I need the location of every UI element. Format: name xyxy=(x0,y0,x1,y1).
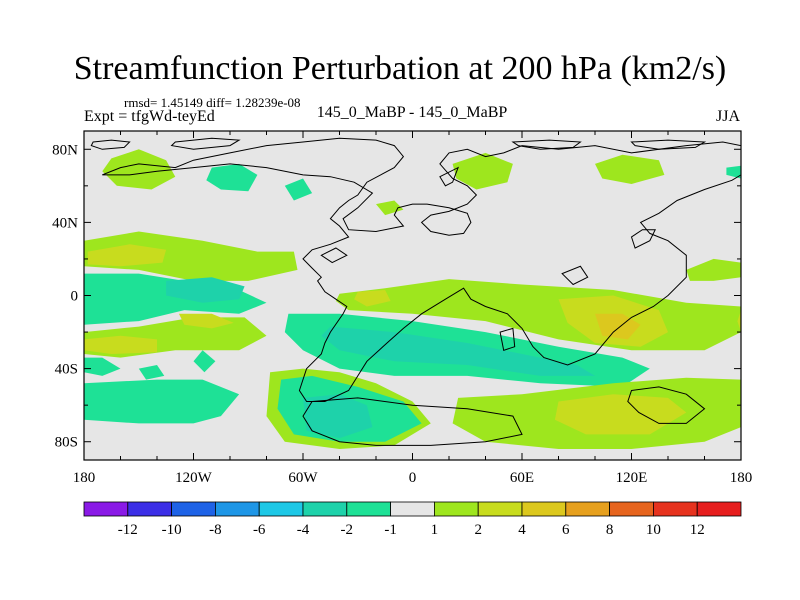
y-tick-label: 80N xyxy=(52,142,78,158)
colorbar-box xyxy=(653,501,698,517)
colorbar-box xyxy=(696,501,742,517)
colorbar-box xyxy=(258,501,304,517)
colorbar-label: -4 xyxy=(297,522,310,538)
stats-label: rmsd= 1.45149 diff= 1.28239e-08 xyxy=(124,95,301,110)
colorbar-label: 4 xyxy=(518,522,526,538)
coastline-0 xyxy=(102,137,742,402)
colorbar-box xyxy=(346,501,391,517)
coastline-1 xyxy=(90,139,131,150)
contour-region-7 xyxy=(84,231,298,281)
y-tick-label: 0 xyxy=(71,289,79,305)
y-tick-label: 40S xyxy=(55,362,78,378)
season-label: JJA xyxy=(716,108,741,125)
x-tick-label: 60W xyxy=(288,470,318,486)
contour-region-30 xyxy=(737,310,741,333)
x-tick-label: 0 xyxy=(409,470,417,486)
contour-region-13 xyxy=(178,313,234,329)
x-tick-label: 120E xyxy=(616,470,648,486)
y-tick-label: 40N xyxy=(52,215,78,231)
colorbar-label: -12 xyxy=(118,522,138,538)
coastline-6 xyxy=(627,386,706,424)
colorbar-label: -6 xyxy=(253,522,266,538)
contour-region-29 xyxy=(554,394,687,435)
contour-region-24 xyxy=(138,365,165,380)
contour-region-0 xyxy=(102,149,176,190)
x-tick-label: 180 xyxy=(730,470,753,486)
colorbar-label: -1 xyxy=(384,522,397,538)
contour-region-14 xyxy=(84,357,121,376)
contour-region-20 xyxy=(686,258,741,281)
x-tick-label: 60E xyxy=(510,470,534,486)
colorbar-box xyxy=(609,501,654,517)
contour-region-17 xyxy=(354,290,391,307)
y-tick-label: 80S xyxy=(55,435,78,451)
contour-region-9 xyxy=(84,273,267,325)
chart-title: Streamfunction Perturbation at 200 hPa (… xyxy=(73,50,727,87)
colorbar-box xyxy=(302,501,348,517)
colorbar-box xyxy=(214,501,260,517)
coastline-4 xyxy=(630,139,707,150)
contour-region-6 xyxy=(726,165,741,179)
colorbar-label: -10 xyxy=(162,522,182,538)
contour-region-19 xyxy=(595,313,641,340)
coastline-2 xyxy=(170,137,241,150)
coastline-7 xyxy=(630,229,657,249)
x-tick-label: 120W xyxy=(175,470,213,486)
contour-region-12 xyxy=(84,335,157,354)
colorbar-label: 6 xyxy=(562,522,570,538)
contour-region-22 xyxy=(321,326,595,376)
contour-region-5 xyxy=(595,154,665,184)
coastline-8 xyxy=(439,166,460,187)
colorbar-label: 12 xyxy=(690,522,705,538)
colorbar-box xyxy=(477,501,523,517)
colorbar-box xyxy=(171,501,216,517)
contour-region-4 xyxy=(452,152,513,190)
coastline-5 xyxy=(302,397,523,446)
colorbar-box xyxy=(83,501,129,517)
colorbar-label: -2 xyxy=(341,522,354,538)
coastline-11 xyxy=(499,327,516,351)
colorbar-label: -8 xyxy=(209,522,222,538)
x-tick-label: 180 xyxy=(73,470,96,486)
colorbar-label: 8 xyxy=(606,522,614,538)
contour-region-10 xyxy=(166,277,245,303)
coastline-3 xyxy=(511,139,582,150)
coastline-9 xyxy=(320,247,348,264)
colorbar-box xyxy=(127,501,173,517)
coastline-10 xyxy=(561,265,589,286)
colorbar-label: 10 xyxy=(646,522,661,538)
contour-region-15 xyxy=(84,379,240,424)
experiment-label: Expt = tfgWd-teyEd xyxy=(84,108,215,125)
colorbar-label: 2 xyxy=(474,522,482,538)
colorbar-box xyxy=(433,501,479,517)
contour-region-1 xyxy=(206,163,258,192)
colorbar-label: 1 xyxy=(431,522,439,538)
contour-region-23 xyxy=(193,350,216,373)
colorbar-box xyxy=(521,501,567,517)
colorbar-box xyxy=(390,501,435,517)
run-label: 145_0_MaBP - 145_0_MaBP xyxy=(316,104,508,121)
colorbar-box xyxy=(565,501,610,517)
contour-region-27 xyxy=(303,394,373,439)
contour-region-8 xyxy=(87,244,167,267)
contour-region-2 xyxy=(284,178,313,201)
